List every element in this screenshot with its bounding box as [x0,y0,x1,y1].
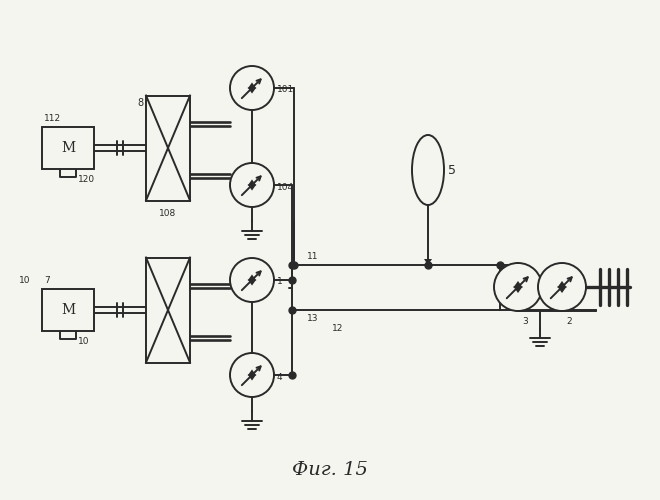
Text: 11: 11 [307,252,319,261]
Text: 101: 101 [277,86,294,94]
Polygon shape [248,180,256,186]
Bar [42,127,94,169]
Bar [42,289,94,331]
Circle shape [230,163,274,207]
Circle shape [494,263,542,311]
Circle shape [538,263,586,311]
Bar [146,96,190,200]
Circle shape [230,66,274,110]
Text: 112: 112 [44,114,61,123]
Text: 8: 8 [137,98,143,108]
Text: 12: 12 [332,324,343,333]
Text: 5: 5 [448,164,456,176]
Circle shape [230,258,274,302]
Ellipse shape [412,135,444,205]
Text: M: M [61,141,75,155]
Polygon shape [513,286,523,293]
Polygon shape [248,184,256,190]
Polygon shape [513,281,523,287]
Polygon shape [248,82,256,88]
Text: M: M [61,303,75,317]
Polygon shape [424,259,432,265]
Text: 10: 10 [78,337,90,346]
Polygon shape [248,274,256,280]
Polygon shape [248,88,256,94]
Text: 13: 13 [307,314,319,323]
Text: 4: 4 [277,372,282,382]
Text: 1: 1 [277,278,282,286]
Text: 7: 7 [44,276,50,285]
Bar [146,258,190,362]
Circle shape [230,353,274,397]
Text: 2: 2 [566,317,572,326]
Text: 10: 10 [18,276,30,285]
Polygon shape [248,370,256,376]
Text: 3: 3 [522,317,528,326]
Text: 108: 108 [159,208,177,218]
Polygon shape [248,374,256,380]
Polygon shape [557,286,567,293]
Text: Фиг. 15: Фиг. 15 [292,461,368,479]
Text: 104: 104 [277,182,294,192]
Polygon shape [557,281,567,287]
Polygon shape [248,280,256,285]
Text: 120: 120 [78,175,95,184]
